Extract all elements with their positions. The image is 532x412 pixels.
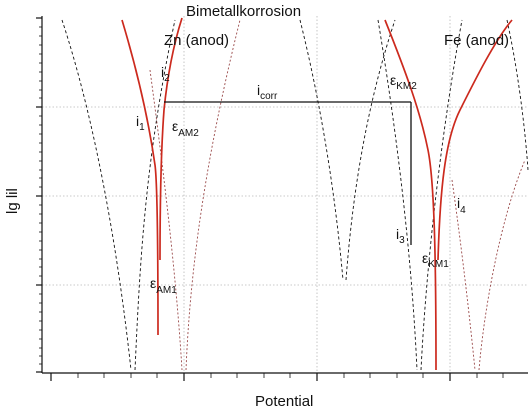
zn-partial-left-curve xyxy=(61,19,132,371)
x-axis-label: Potential xyxy=(255,393,313,410)
zn-sum-curve-left xyxy=(121,19,159,336)
fe-cathodic-right-curve xyxy=(478,159,526,371)
zn-cathodic-right-curve xyxy=(185,19,241,371)
diagram-title: Bimetallkorrosion xyxy=(186,3,301,20)
sum-curves xyxy=(121,17,513,371)
grid xyxy=(42,16,528,372)
zn-sum-curve-right xyxy=(159,17,183,261)
x-axis-ticks xyxy=(50,373,504,381)
mid-partial-right-curve xyxy=(345,19,396,281)
eam1-label: εAM1 xyxy=(150,275,177,296)
partial-curves-red-dashed xyxy=(149,19,526,371)
mid-partial-left-curve xyxy=(299,19,344,281)
fe-partial-left-curve xyxy=(377,19,418,371)
far-right-curve xyxy=(506,19,529,171)
i2-label: i2 xyxy=(161,64,170,84)
eam2-label: εAM2 xyxy=(172,118,199,139)
y-axis-ticks xyxy=(36,17,42,373)
icorr-construction xyxy=(164,101,412,245)
fe-sum-curve-right xyxy=(437,19,513,261)
fe-anod-label: Fe (anod) xyxy=(444,32,509,49)
zn-partial-right-curve xyxy=(134,19,176,371)
i3-label: i3 xyxy=(396,226,405,246)
i4-label: i4 xyxy=(457,195,466,216)
icorr-label: icorr xyxy=(257,82,278,102)
axes-frame xyxy=(41,16,528,374)
i1-label: i1 xyxy=(136,113,145,133)
partial-curves-dashed xyxy=(61,19,529,371)
zn-cathodic-left-curve xyxy=(149,69,183,371)
fe-partial-right-curve xyxy=(420,19,463,371)
y-axis-label: lg lil xyxy=(4,188,21,214)
zn-anod-label: Zn (anod) xyxy=(164,32,229,49)
ekm2-label: εKM2 xyxy=(390,72,417,92)
ekm1-label: εKM1 xyxy=(422,250,449,270)
fe-cathodic-left-curve xyxy=(451,179,476,371)
fe-sum-curve-left xyxy=(384,19,437,371)
